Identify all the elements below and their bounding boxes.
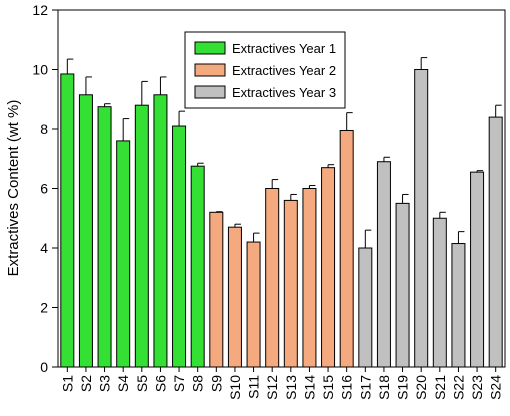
bar [470,171,485,368]
x-tick-label: S7 [171,375,187,392]
x-tick-label: S18 [376,375,392,400]
x-tick-label: S21 [432,375,448,400]
x-tick-label: S5 [134,375,150,392]
bar [283,199,298,368]
legend-label: Extractives Year 2 [232,63,336,78]
x-tick-label: S10 [227,375,243,400]
bar [339,129,354,368]
x-tick-label: S3 [97,375,113,392]
x-tick-label: S16 [339,375,355,400]
y-tick-label: 4 [40,240,48,256]
x-tick-label: S23 [469,375,485,400]
plot-frame [57,9,506,368]
bar [451,243,466,368]
x-tick-label: S12 [264,375,280,400]
legend-swatch [194,63,226,77]
bar [60,73,75,368]
bar [488,116,503,368]
bar [321,167,336,368]
y-tick-label: 8 [40,121,48,137]
bar [227,226,242,368]
legend-swatch [194,41,226,55]
x-tick-label: S4 [115,375,131,392]
bar [209,211,224,368]
bar [190,165,205,368]
bar [414,69,429,368]
legend-label: Extractives Year 1 [232,41,336,56]
bar [97,106,112,368]
bar [116,140,131,368]
x-tick-label: S8 [190,375,206,392]
bar [78,94,93,368]
bar [302,188,317,368]
x-tick-label: S9 [208,375,224,392]
bar [395,202,410,368]
bar [358,247,373,368]
x-tick-label: S22 [450,375,466,400]
bar [134,104,149,368]
x-tick-label: S11 [246,375,262,399]
y-tick-label: 10 [32,62,48,78]
bar [432,217,447,368]
x-tick-label: S19 [395,375,411,400]
x-tick-label: S2 [78,375,94,392]
bar [376,161,391,368]
y-tick-label: 2 [40,300,48,316]
bar [265,188,280,368]
legend-swatch [194,85,226,99]
x-tick-label: S24 [488,375,504,400]
legend-label: Extractives Year 3 [232,85,336,100]
x-tick-label: S17 [357,375,373,400]
y-tick-label: 12 [32,2,48,18]
x-tick-label: S15 [320,375,336,400]
x-tick-label: S20 [413,375,429,400]
y-axis-label: Extractives Content (wt %) [5,100,22,277]
bar [172,125,187,368]
x-tick-label: S14 [301,375,317,400]
y-tick-label: 0 [40,359,48,375]
bar [153,94,168,368]
y-tick-label: 6 [40,181,48,197]
x-tick-label: S6 [152,375,168,392]
x-tick-label: S1 [59,375,75,392]
x-tick-label: S13 [283,375,299,400]
bar [246,241,261,368]
